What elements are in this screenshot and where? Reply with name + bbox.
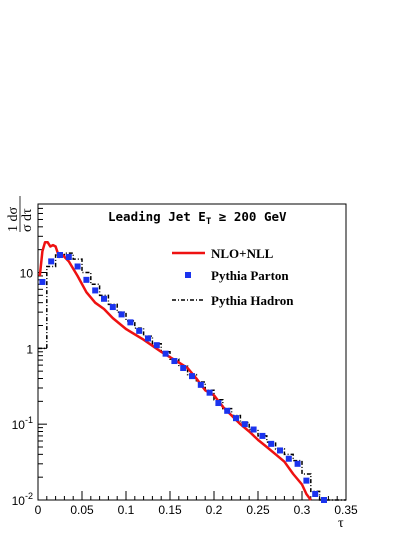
legend-label-hadron: Pythia Hadron <box>211 293 294 308</box>
pythia-parton-point <box>189 373 195 380</box>
pythia-parton-point <box>294 460 301 467</box>
series-nlo-nll <box>38 241 312 501</box>
plot-frame <box>37 203 347 501</box>
pythia-parton-point <box>136 327 143 334</box>
pythia-parton-point <box>268 440 275 447</box>
legend: NLO+NLL Pythia Parton Pythia Hadron <box>172 246 294 308</box>
y-axis-label-numerator: 1 dσ <box>6 207 21 233</box>
x-axis-label: τ <box>338 516 344 531</box>
pythia-parton-point <box>57 252 63 259</box>
x-tick-label: 0.1 <box>118 503 135 517</box>
pythia-parton-point <box>48 258 55 265</box>
legend-label-parton: Pythia Parton <box>211 268 289 283</box>
pythia-parton-point <box>153 342 160 349</box>
pythia-parton-point <box>162 350 169 357</box>
x-tick-label: 0.15 <box>158 503 182 517</box>
x-tick-label: 0.35 <box>334 503 358 517</box>
pythia-parton-point <box>127 319 134 326</box>
pythia-parton-point <box>118 311 125 318</box>
x-tick-label: 0.25 <box>246 503 270 517</box>
pythia-parton-point <box>74 263 81 270</box>
pythia-parton-point <box>145 335 151 342</box>
y-tick-label: 10-2 <box>12 491 33 508</box>
pythia-parton-point <box>241 421 248 428</box>
x-tick-label: 0.05 <box>70 503 94 517</box>
legend-label-nlo: NLO+NLL <box>211 246 274 261</box>
pythia-parton-point <box>109 304 116 311</box>
y-axis-label: 1 dσ σ dτ <box>6 196 35 232</box>
legend-marker-parton <box>185 272 191 278</box>
pythia-parton-point <box>171 358 178 365</box>
pythia-parton-point <box>197 381 204 388</box>
pythia-parton-point <box>277 447 283 454</box>
chart-title: Leading Jet ET ≥ 200 GeV <box>108 209 287 227</box>
pythia-parton-point <box>321 497 327 503</box>
series-layer <box>38 241 346 503</box>
y-tick-label: 10 <box>20 266 34 280</box>
pythia-parton-point <box>65 254 72 261</box>
x-axis-ticks: 0 0.05 0.1 0.15 0.2 0.25 0.3 0.35 <box>35 491 358 517</box>
y-tick-label: 10-1 <box>12 415 33 432</box>
pythia-parton-point <box>101 295 107 302</box>
pythia-parton-point <box>285 455 292 462</box>
pythia-parton-point <box>233 415 239 422</box>
pythia-parton-point <box>39 278 46 285</box>
y-tick-label: 1 <box>26 342 33 356</box>
pythia-parton-point <box>259 432 266 439</box>
pythia-parton-point <box>215 400 222 407</box>
pythia-parton-point <box>180 365 187 372</box>
x-tick-label: 0.3 <box>294 503 311 517</box>
y-axis-ticks: 10-2 10-1 1 10 <box>12 203 47 508</box>
x-tick-label: 0.2 <box>206 503 223 517</box>
pythia-parton-point <box>206 389 213 396</box>
x-tick-label: 0 <box>35 503 42 517</box>
pythia-parton-point <box>303 477 310 484</box>
series-pythia-hadron <box>38 252 346 501</box>
pythia-parton-point <box>92 287 99 294</box>
pythia-parton-point <box>312 490 319 497</box>
pythia-parton-point <box>224 407 231 414</box>
pythia-parton-point <box>83 276 90 283</box>
y-axis-label-denominator: σ dτ <box>20 208 35 232</box>
pythia-parton-point <box>250 426 257 433</box>
